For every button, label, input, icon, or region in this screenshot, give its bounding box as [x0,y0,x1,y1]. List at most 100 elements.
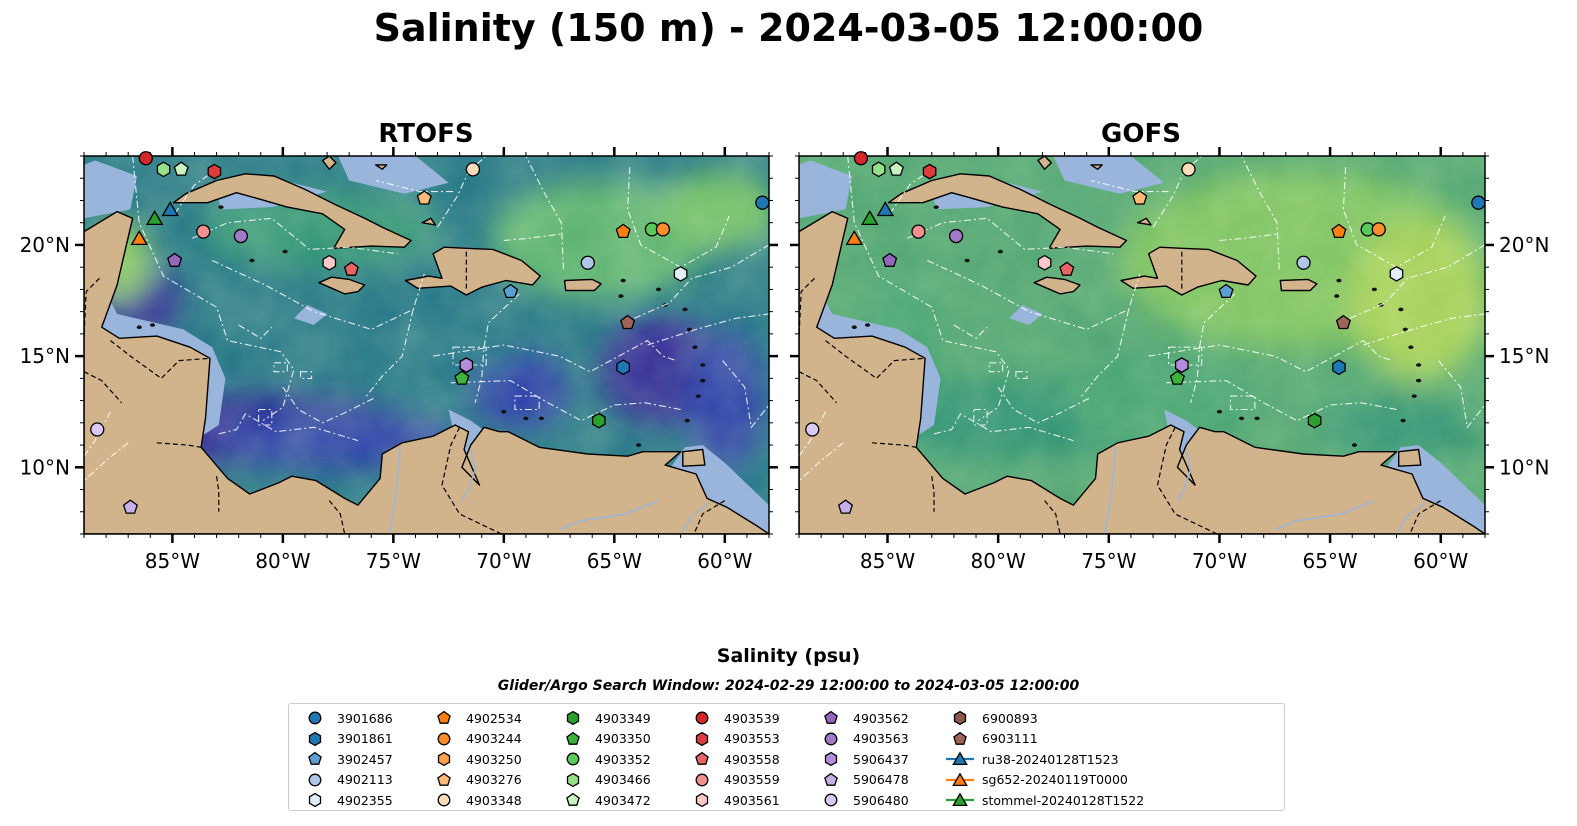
legend-marker [946,751,974,766]
lat-tick-label: 15°N [1499,344,1549,368]
island [997,249,1003,254]
eez-boundaries [799,156,1485,482]
lon-tick-label: 70°W [1192,549,1247,573]
legend-label: 5906478 [853,772,909,788]
legend-label: 4903561 [724,792,780,808]
argo-float-marker [1332,359,1346,376]
legend-glyph [695,731,709,746]
lon-tick-label: 60°W [1413,549,1468,573]
legend-glyph [824,710,838,724]
legend-item: 4903466 [555,770,651,790]
legend-label: 3901686 [337,710,393,726]
legend-marker [824,772,838,786]
island [1416,378,1422,383]
rivers [1103,447,1426,534]
legend-item: 4903553 [684,729,780,749]
legend-glyph [566,752,580,766]
island [538,416,545,421]
island [692,345,698,350]
argo-float-marker [1307,412,1322,429]
legend-label: 4903466 [595,772,651,788]
island [695,394,701,398]
legend-marker [566,793,580,807]
lon-tick-label: 65°W [587,549,642,573]
legend-marker [824,793,838,807]
island [684,418,690,423]
legend-item: 4903559 [684,770,780,790]
lat-tick-label: 20°N [20,233,70,257]
legend-glyph [824,732,838,746]
island [933,205,939,209]
argo-float-marker [673,265,688,282]
legend-label: 4902355 [337,792,393,808]
legend-item: 6903111 [942,729,1038,749]
legend-item: 4902113 [297,770,393,790]
legend-marker [437,793,451,807]
argo-float-marker [882,252,898,267]
legend-marker [824,752,838,767]
island [282,249,288,254]
argo-float-marker [1181,162,1196,177]
argo-float-marker [853,151,869,166]
legend-label: 4903472 [595,792,651,808]
legend-label: sg652-20240119T0000 [982,772,1128,788]
map-figure: 85°W 80°W 75°W 70°W 65°W 60°W 20°N 15°N 10°N 85°… [20,147,1549,573]
legend-item: 6900893 [942,708,1038,728]
island [1216,409,1223,414]
legend-glyph [566,710,580,726]
glider-marker [845,230,864,246]
island [1336,278,1342,283]
legend-label: 3902457 [337,751,393,767]
land-masses [799,156,1485,534]
legend-marker [566,710,580,726]
argo-float-marker [1296,255,1311,270]
argo-float-marker [454,370,470,385]
island [1416,363,1422,367]
island [1351,443,1358,447]
lon-tick-label: 65°W [1302,549,1357,573]
glider-marker [861,210,879,226]
lat-tick-label: 20°N [1499,233,1549,257]
argo-float-marker [1471,195,1486,210]
legend-glyph [437,752,451,767]
legend-glyph [824,793,838,807]
island [1402,327,1408,332]
argo-float-marker [502,283,519,299]
map-panel-gofs: 85°W 80°W 75°W 70°W 65°W 60°W 20°N 15°N 10°N [790,147,1549,573]
island [865,323,871,327]
legend-marker [308,711,322,725]
legend-glyph [952,751,968,766]
argo-float-marker [1037,254,1052,271]
legend-marker [824,710,838,724]
legend-marker [566,752,580,766]
argo-float-marker [173,161,189,176]
legend-marker [437,732,451,746]
argo-float-marker [837,499,854,514]
map-panel-rtofs: 85°W 80°W 75°W 70°W 65°W 60°W 20°N 15°N 10°N [20,147,778,573]
legend-marker [437,710,451,724]
argo-float-marker [911,224,926,239]
island [618,294,624,298]
argo-float-marker [156,161,171,178]
island [1254,416,1260,421]
axis-ticks: 85°W 80°W 75°W 70°W 65°W 60°W 20°N 15°N 10°N [20,147,778,573]
island [1238,416,1245,421]
island [700,363,706,367]
legend-glyph [952,792,968,807]
island [249,258,255,263]
legend-label: 4903350 [595,731,651,747]
argo-float-marker [1389,265,1404,282]
argo-float-marker [922,163,937,180]
argo-float-marker [1218,283,1234,299]
legend-glyph [824,772,838,786]
legend-glyph [695,773,709,787]
legend-glyph [566,772,580,787]
legend-marker [695,793,709,808]
island [501,409,507,414]
legend-marker [695,711,709,725]
legend-item: 4903472 [555,790,651,810]
glider-marker [876,201,895,217]
argo-float-marker [233,228,249,244]
lon-tick-label: 75°W [1081,549,1136,573]
island [1334,294,1340,298]
